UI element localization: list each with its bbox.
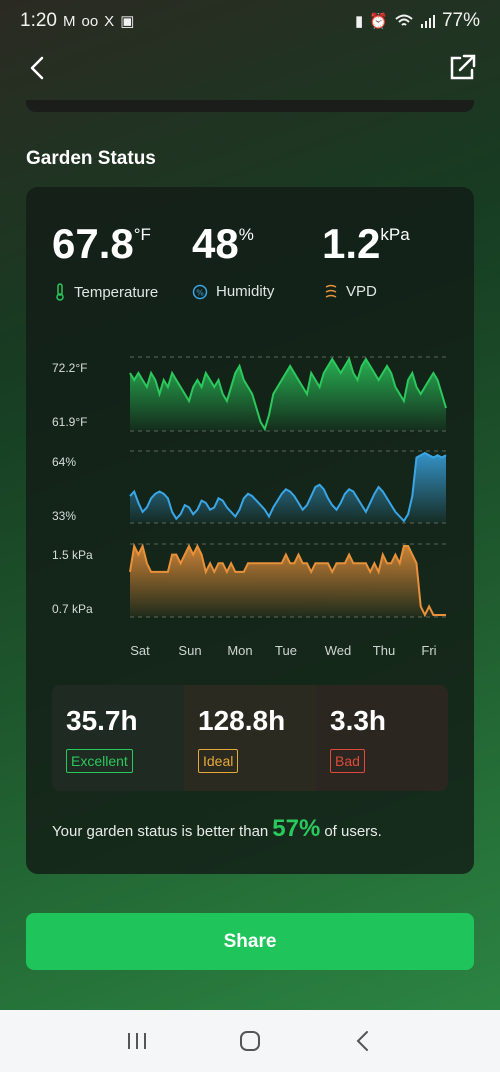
sensor-charts: [129, 356, 447, 618]
hours-summary: 35.7h Excellent 128.8h Ideal 3.3h Bad: [52, 685, 448, 791]
bad-hours: 3.3h Bad: [316, 685, 448, 791]
humidity-unit: %: [238, 225, 254, 244]
recent-apps-button[interactable]: [117, 1021, 157, 1061]
wifi-icon: [395, 14, 413, 26]
temperature-max-label: 72.2°F: [52, 361, 88, 375]
back-button[interactable]: [22, 52, 54, 84]
humidity-min-label: 33%: [52, 509, 77, 523]
home-icon: [239, 1031, 260, 1051]
status-bar: 1:20 M oo X ▣ ▮ ⏰ 77%: [0, 0, 500, 42]
share-button[interactable]: Share: [26, 913, 474, 970]
vpd-label-row: VPD: [324, 283, 377, 300]
temperature-chart-area: [130, 359, 446, 431]
day-label-wed: Wed: [324, 643, 352, 658]
gmail-icon: M: [62, 12, 76, 30]
vpd-chart-area: [130, 546, 446, 617]
excellent-hours-value: 35.7h: [66, 705, 138, 736]
humidity-metric: 48%: [192, 223, 254, 265]
day-label-sat: Sat: [130, 643, 150, 658]
excellent-hours: 35.7h Excellent: [52, 685, 184, 791]
vpd-unit: kPa: [380, 225, 410, 244]
system-nav-bar: [0, 1010, 500, 1072]
svg-text:%: %: [196, 288, 204, 297]
section-title: Garden Status: [26, 148, 156, 169]
temperature-label: Temperature: [74, 283, 159, 301]
humidity-max-label: 64%: [52, 455, 77, 469]
humidity-chart-area: [130, 453, 446, 523]
system-back-button[interactable]: [343, 1021, 383, 1061]
external-link-icon: [450, 54, 476, 80]
ideal-tag: Ideal: [198, 749, 239, 773]
day-label-tue: Tue: [275, 643, 297, 658]
signal-icon: [420, 15, 435, 28]
vpd-min-label: 0.7 kPa: [52, 602, 93, 616]
bad-hours-value: 3.3h: [330, 705, 387, 736]
temperature-unit: °F: [133, 225, 151, 244]
humidity-label: Humidity: [216, 283, 275, 300]
humidity-chart-line: [129, 451, 447, 523]
day-label-thu: Thu: [372, 643, 396, 658]
comparison-percent: 57%: [272, 815, 321, 842]
humidity-drop-icon: %: [192, 284, 208, 299]
chevron-left-icon: [30, 56, 44, 80]
back-arrow-icon: [356, 1031, 369, 1051]
vpd-max-label: 1.5 kPa: [52, 548, 93, 562]
humidity-value: 48: [192, 220, 239, 267]
garden-status-card: 67.8°F 48% 1.2kPa Temperature % Humidity…: [26, 187, 474, 874]
open-external-button[interactable]: [446, 52, 478, 84]
voicemail-icon: oo: [81, 12, 99, 30]
temperature-value: 67.8: [52, 220, 134, 267]
vpd-waves-icon: [325, 284, 337, 298]
day-label-sun: Sun: [178, 643, 202, 658]
comparison-suffix: of users.: [324, 823, 382, 840]
day-label-mon: Mon: [227, 643, 253, 658]
vpd-value: 1.2: [322, 220, 381, 267]
excellent-tag: Excellent: [66, 749, 133, 773]
comparison-text: Your garden status is better than 57% of…: [52, 815, 382, 843]
ideal-hours: 128.8h Ideal: [184, 685, 316, 791]
ideal-hours-value: 128.8h: [198, 705, 286, 736]
temperature-chart-line: [129, 356, 447, 432]
gallery-icon: ▣: [120, 13, 135, 30]
battery-level: 77%: [441, 10, 480, 31]
temperature-min-label: 61.9°F: [52, 415, 88, 429]
x-app-icon: X: [104, 12, 115, 30]
alarm-icon: ⏰: [369, 13, 388, 30]
clock: 1:20: [20, 10, 57, 31]
home-button[interactable]: [230, 1021, 270, 1061]
bad-tag: Bad: [330, 749, 365, 773]
vpd-chart-line: [129, 542, 446, 618]
comparison-prefix: Your garden status is better than: [52, 823, 269, 840]
temperature-metric: 67.8°F: [52, 223, 151, 265]
temperature-label-row: Temperature: [54, 283, 158, 301]
vpd-metric: 1.2kPa: [322, 223, 410, 265]
battery-saver-icon: ▮: [355, 13, 364, 30]
previous-card-edge: [26, 100, 474, 112]
thermometer-icon: [56, 283, 64, 301]
top-bar: [0, 46, 500, 90]
vpd-label: VPD: [346, 283, 377, 300]
recents-icon: [127, 1033, 146, 1049]
day-label-fri: Fri: [421, 643, 437, 658]
humidity-label-row: % Humidity: [192, 283, 274, 300]
